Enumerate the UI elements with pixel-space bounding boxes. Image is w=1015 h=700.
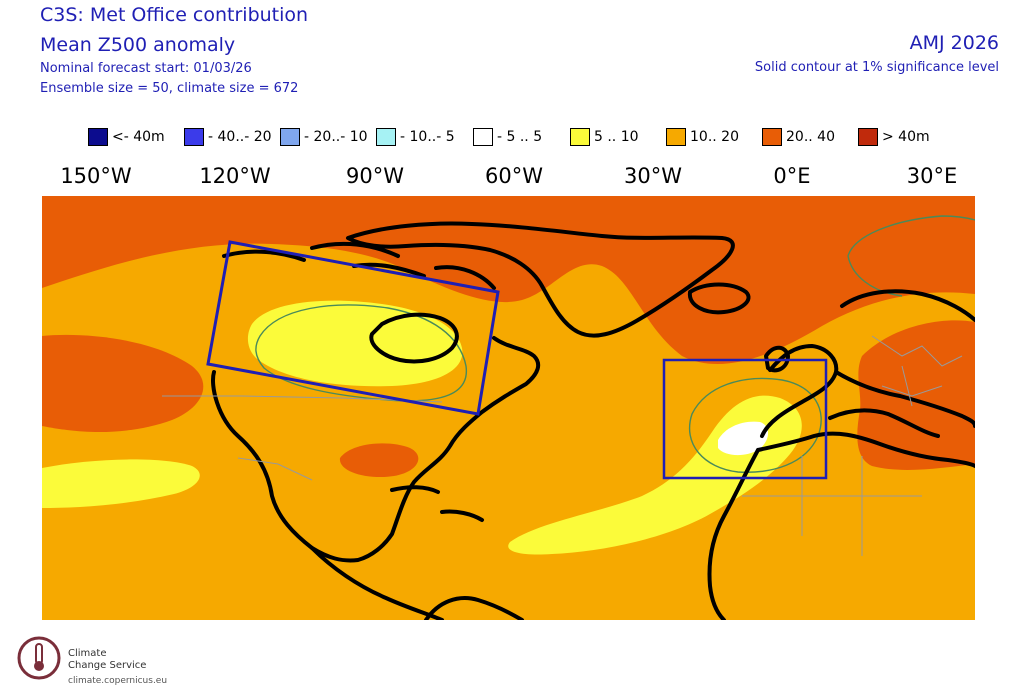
legend-label: 10.. 20 (690, 129, 739, 145)
coastline-africa (707, 431, 975, 620)
legend-swatch (762, 128, 782, 146)
coastline-central-america (310, 546, 444, 620)
legend-swatch (184, 128, 204, 146)
significance-note: Solid contour at 1% significance level (754, 60, 999, 75)
color-legend: <- 40m - 40..- 20 - 20..- 10 - 10..- 5 -… (88, 126, 948, 148)
legend-swatch (280, 128, 300, 146)
anomaly-band-5-10-pacific (42, 459, 200, 508)
coastline-greenland (346, 221, 735, 338)
anomaly-band-20-40-gulf (339, 443, 419, 478)
logo-line1: Climate (68, 648, 107, 659)
legend-label: 5 .. 10 (594, 129, 639, 145)
map-subtitle: Mean Z500 anomaly (40, 34, 236, 56)
legend-swatch (376, 128, 396, 146)
country-borders (162, 335, 963, 556)
logo-url: climate.copernicus.eu (68, 676, 168, 686)
legend-item: 5 .. 10 (570, 126, 639, 148)
coastline-british-isles (764, 345, 790, 373)
season-label: AMJ 2026 (909, 32, 999, 54)
legend-swatch (570, 128, 590, 146)
anomaly-band-neutral-iberia (718, 421, 769, 456)
ensemble-size-text: Ensemble size = 50, climate size = 672 (40, 81, 299, 96)
legend-label: - 10..- 5 (400, 129, 455, 145)
legend-label: - 40..- 20 (208, 129, 272, 145)
coastline-outlines (211, 221, 975, 620)
logo-thermometer-bulb (34, 661, 44, 671)
significance-contour-canada (255, 304, 468, 402)
longitude-label: 30°E (906, 164, 958, 188)
legend-item: > 40m (858, 126, 930, 148)
map-title: C3S: Met Office contribution (40, 4, 309, 26)
coastline-iceland (687, 282, 751, 315)
legend-swatch (858, 128, 878, 146)
iberia-box (662, 358, 828, 480)
longitude-axis: 150°W 120°W 90°W 60°W 30°W 0°E 30°E (42, 164, 975, 192)
legend-label: 20.. 40 (786, 129, 835, 145)
anomaly-map (42, 196, 975, 620)
legend-item: 20.. 40 (762, 126, 835, 148)
legend-swatch (473, 128, 493, 146)
legend-item: - 5 .. 5 (473, 126, 542, 148)
legend-item: <- 40m (88, 126, 165, 148)
coastline-europe (760, 289, 975, 438)
border-africa-network (742, 456, 922, 556)
legend-item: - 20..- 10 (280, 126, 368, 148)
longitude-label: 150°W (60, 164, 132, 188)
legend-label: - 5 .. 5 (497, 129, 543, 145)
coastline-hudson-bay (369, 312, 459, 364)
anomaly-band-20-40-pacific (42, 334, 204, 432)
legend-label: - 20..- 10 (304, 129, 368, 145)
longitude-label: 30°W (624, 164, 682, 188)
legend-item: - 40..- 20 (184, 126, 272, 148)
legend-label: <- 40m (112, 129, 165, 145)
longitude-label: 0°E (773, 164, 811, 188)
longitude-label: 120°W (199, 164, 271, 188)
border-usa-mexico (237, 457, 313, 481)
legend-item: 10.. 20 (666, 126, 739, 148)
coastline-arctic-islands (222, 241, 496, 290)
longitude-label: 90°W (346, 164, 404, 188)
anomaly-band-5-10-canada (247, 300, 463, 387)
logo-line2: Change Service (68, 660, 147, 671)
legend-item: - 10..- 5 (376, 126, 455, 148)
legend-swatch (666, 128, 686, 146)
anomaly-band-20-40-north (42, 196, 975, 365)
coastline-caribbean (390, 485, 484, 522)
copernicus-logo: Climate Change Service climate.copernicu… (16, 632, 216, 692)
logo-ring (17, 636, 61, 680)
coastline-north-america (211, 336, 541, 563)
anomaly-map-svg (42, 196, 975, 620)
climate-change-service-icon (17, 636, 61, 680)
border-europe-network (871, 335, 963, 407)
forecast-start-text: Nominal forecast start: 01/03/26 (40, 61, 252, 76)
north-america-box (206, 240, 500, 416)
significance-contour-europe (847, 215, 975, 297)
longitude-label: 60°W (485, 164, 543, 188)
legend-label: > 40m (882, 129, 930, 145)
coastline-south-america (424, 596, 524, 620)
legend-swatch (88, 128, 108, 146)
coastline-mediterranean (828, 408, 940, 438)
border-canada-usa (162, 395, 443, 403)
